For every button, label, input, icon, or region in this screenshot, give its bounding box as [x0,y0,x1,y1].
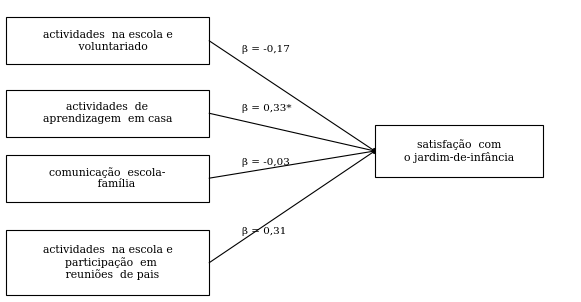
Text: β = 0,31: β = 0,31 [242,227,286,236]
FancyBboxPatch shape [6,90,209,137]
Text: actividades  na escola e
  participação  em
   reuniões  de pais: actividades na escola e participação em … [42,245,173,280]
FancyBboxPatch shape [6,230,209,295]
Text: β = -0,17: β = -0,17 [242,45,290,54]
Text: actividades  na escola e
   voluntariado: actividades na escola e voluntariado [42,30,173,52]
Text: satisfação  com
o jardim-de-infância: satisfação com o jardim-de-infância [404,139,514,163]
Text: actividades  de
aprendizagem  em casa: actividades de aprendizagem em casa [43,102,172,124]
FancyBboxPatch shape [6,17,209,64]
FancyBboxPatch shape [6,155,209,202]
Text: comunicação  escola-
     família: comunicação escola- família [49,167,166,189]
FancyBboxPatch shape [375,125,543,178]
Text: β = -0,03: β = -0,03 [242,158,290,167]
Text: β = 0,33*: β = 0,33* [242,104,291,113]
